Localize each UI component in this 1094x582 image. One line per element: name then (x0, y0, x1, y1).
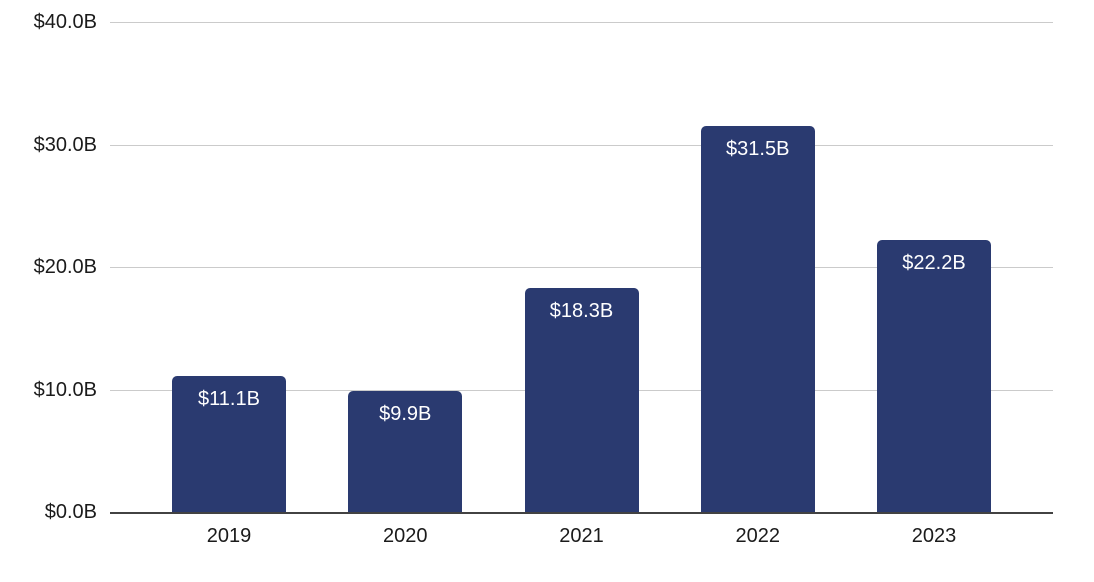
x-tick-label: 2020 (383, 525, 428, 547)
bar-value-label: $31.5B (726, 138, 790, 161)
y-tick-label: $20.0B (33, 256, 97, 278)
x-tick-label: 2022 (735, 525, 781, 547)
y-tick-label: $0.0B (44, 501, 97, 523)
bar-2020: $9.9B (348, 390, 463, 512)
bar-value-label: $18.3B (549, 299, 614, 322)
x-axis-line (110, 512, 1053, 514)
gridline (110, 145, 1053, 146)
bar-2021: $18.3B (524, 287, 639, 512)
y-tick-label: $40.0B (33, 11, 97, 33)
bar-2019: $11.1B (172, 376, 286, 512)
bar-value-label: $22.2B (902, 252, 966, 275)
bar-2022: $31.5B (700, 126, 815, 512)
y-tick-label: $30.0B (33, 133, 97, 156)
x-tick-label: 2021 (559, 525, 604, 547)
x-tick-label: 2019 (206, 525, 252, 547)
y-tick-label: $10.0B (33, 378, 97, 401)
x-tick-label: 2023 (911, 525, 957, 547)
gridline (110, 22, 1053, 23)
bar-2023: $22.2B (877, 240, 991, 512)
bar-value-label: $11.1B (198, 388, 260, 411)
bar-value-label: $9.9B (379, 402, 432, 425)
